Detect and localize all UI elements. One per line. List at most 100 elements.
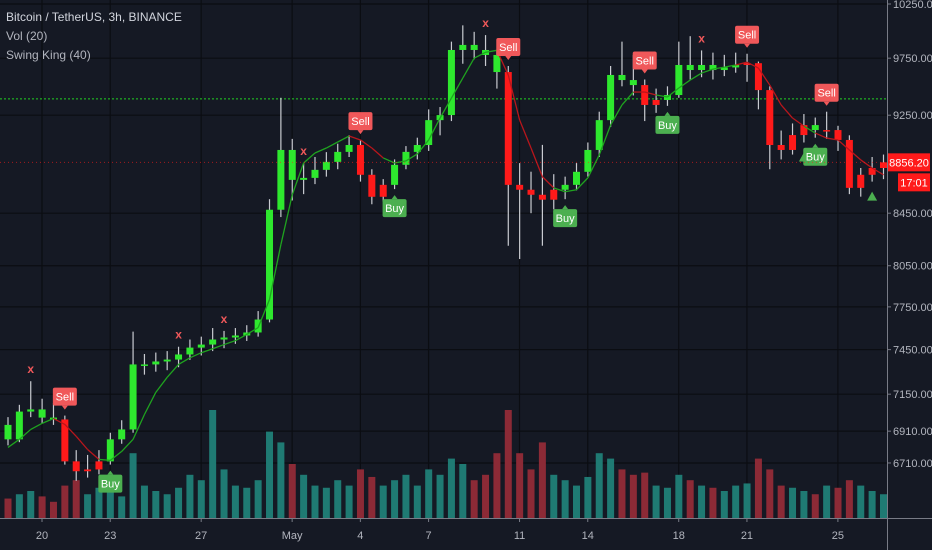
candle-body: [288, 149, 296, 180]
label-text: Buy: [556, 213, 575, 225]
candle: [607, 65, 615, 127]
candle: [152, 352, 160, 372]
candle: [368, 169, 376, 205]
candle-body: [800, 125, 808, 136]
time-tick-label: 14: [582, 530, 594, 542]
candle-body: [879, 162, 887, 169]
last-price-value: 8856.20: [889, 157, 929, 169]
countdown-tag: [898, 173, 930, 192]
candle: [811, 117, 819, 138]
volume-bar: [15, 494, 23, 518]
swing-king-segment: [371, 147, 384, 159]
candle: [322, 152, 330, 177]
label-box: [553, 209, 578, 228]
candle-body: [538, 194, 546, 200]
volume-bar: [607, 458, 615, 518]
volume-bar: [470, 480, 478, 518]
time-tick-label: 21: [741, 530, 753, 542]
volume-bar: [561, 480, 569, 518]
volume-bar: [311, 485, 319, 518]
volume-bar: [698, 485, 706, 518]
label-pointer: [664, 111, 671, 116]
label-box: [655, 115, 680, 134]
candle: [288, 138, 296, 201]
swing-king-segment: [268, 244, 282, 300]
swing-king-segment: [109, 450, 123, 461]
buy-label: Buy: [98, 470, 123, 493]
time-axis: [0, 518, 887, 550]
candle-body: [663, 95, 671, 100]
candle-body: [845, 139, 853, 188]
candle: [550, 174, 558, 210]
candle-body: [834, 130, 842, 140]
candle-body: [197, 344, 205, 348]
volume-bar: [538, 442, 546, 518]
volume-bar: [493, 453, 501, 518]
candle-body: [811, 125, 819, 131]
candle: [311, 156, 319, 185]
volume-bar: [334, 480, 342, 518]
swing-king-segment: [416, 139, 430, 155]
candle: [15, 404, 23, 443]
sell-label: Sell: [632, 51, 657, 74]
candle: [504, 65, 512, 246]
candle-body: [720, 67, 728, 71]
volume-bar: [777, 485, 785, 518]
legend-symbol[interactable]: Bitcoin / TetherUS, 3h, BINANCE: [6, 10, 182, 24]
volume-bar: [550, 474, 558, 518]
cross-marker: x: [300, 144, 307, 158]
label-box: [632, 51, 657, 70]
candle-body: [61, 419, 69, 462]
cross-marker: x: [698, 31, 705, 45]
candle-body: [823, 130, 831, 132]
label-pointer: [641, 69, 648, 74]
candle-body: [27, 409, 35, 412]
candle: [391, 159, 399, 190]
candle: [720, 54, 728, 77]
swing-king-segment: [155, 376, 168, 393]
label-box: [382, 199, 407, 218]
price-tick-label: 7450.00: [893, 345, 932, 357]
swing-king-segment: [360, 139, 373, 149]
volume-bar: [152, 491, 160, 518]
swing-king-segment: [848, 149, 862, 161]
volume-bar: [504, 410, 512, 518]
swing-king-segment: [439, 97, 452, 119]
candle-body: [356, 145, 364, 175]
candle-body: [391, 164, 399, 185]
legend-indicator[interactable]: Swing King (40): [6, 48, 91, 62]
volume-bar: [402, 474, 410, 518]
volume-bar: [573, 485, 580, 518]
price-tick-label: 8450.00: [893, 208, 932, 220]
volume-bar: [368, 476, 376, 518]
volume-bar: [254, 480, 262, 518]
candle-body: [573, 171, 580, 185]
legend-volume[interactable]: Vol (20): [6, 29, 48, 43]
price-tick-label: 7750.00: [893, 302, 932, 314]
candle-body: [266, 209, 274, 320]
candle-body: [72, 461, 80, 472]
candle: [845, 135, 853, 195]
candle: [754, 61, 762, 110]
price-tick-label: 9750.00: [893, 53, 932, 65]
candle-body: [4, 424, 12, 440]
label-pointer: [812, 143, 819, 148]
volume-bar: [845, 480, 853, 518]
volume-bar: [413, 485, 421, 518]
candle: [516, 163, 524, 260]
candle: [72, 450, 80, 481]
swing-king-segment: [201, 348, 213, 354]
volume-bar: [743, 483, 751, 518]
volume-bar: [595, 453, 603, 518]
swing-king-segment: [166, 363, 180, 378]
volume-bar: [879, 494, 887, 518]
swing-king-segment: [553, 187, 566, 193]
candle-body: [379, 184, 387, 197]
swing-king-segment: [473, 51, 486, 59]
chart-legend: Bitcoin / TetherUS, 3h, BINANCE Vol (20)…: [6, 8, 182, 65]
swing-king-segment: [792, 117, 805, 127]
volume-bar: [95, 487, 103, 518]
candle: [584, 142, 592, 177]
candle: [413, 137, 421, 160]
